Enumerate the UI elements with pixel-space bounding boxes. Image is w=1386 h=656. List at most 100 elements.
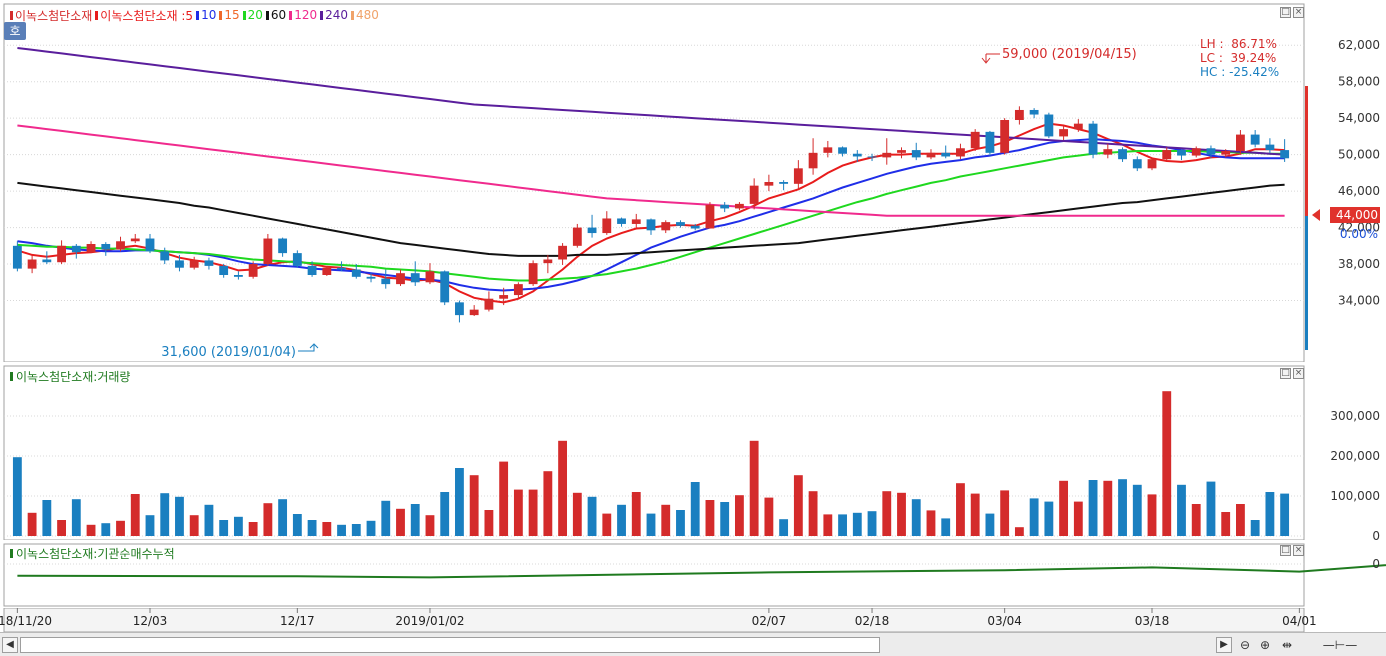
volume-bar[interactable] bbox=[572, 492, 582, 536]
candle-body[interactable] bbox=[130, 238, 140, 242]
candle-body[interactable] bbox=[425, 271, 435, 283]
candle-body[interactable] bbox=[779, 182, 789, 184]
candle-body[interactable] bbox=[42, 259, 52, 263]
candle-body[interactable] bbox=[278, 238, 288, 254]
candle-body[interactable] bbox=[1000, 120, 1010, 153]
candle-body[interactable] bbox=[543, 259, 553, 264]
volume-bar[interactable] bbox=[690, 482, 700, 536]
volume-bar[interactable] bbox=[1206, 481, 1216, 536]
candle-body[interactable] bbox=[838, 147, 847, 154]
candle-body[interactable] bbox=[484, 298, 494, 310]
candle-body[interactable] bbox=[867, 156, 877, 158]
volume-bar[interactable] bbox=[233, 516, 243, 536]
volume-bar[interactable] bbox=[410, 504, 420, 536]
candle-body[interactable] bbox=[1206, 148, 1216, 155]
volume-bar[interactable] bbox=[263, 503, 273, 536]
zoom-out-icon[interactable]: ⊖ bbox=[1239, 638, 1251, 652]
volume-bar[interactable] bbox=[852, 512, 862, 536]
candle-body[interactable] bbox=[1265, 144, 1275, 151]
candle-body[interactable] bbox=[410, 273, 420, 283]
volume-bar[interactable] bbox=[396, 508, 405, 536]
candle-body[interactable] bbox=[71, 245, 81, 253]
scroll-right-button[interactable]: ▶ bbox=[1216, 637, 1232, 653]
bar-spacing-icon[interactable]: ⇹ bbox=[1281, 638, 1293, 652]
volume-bar[interactable] bbox=[1088, 480, 1098, 536]
volume-bar[interactable] bbox=[1250, 520, 1260, 536]
volume-bar[interactable] bbox=[587, 496, 597, 536]
volume-bar[interactable] bbox=[793, 475, 803, 536]
volume-bar[interactable] bbox=[1221, 512, 1231, 536]
candle-body[interactable] bbox=[513, 284, 523, 296]
volume-bar[interactable] bbox=[455, 468, 464, 536]
candle-body[interactable] bbox=[572, 227, 582, 246]
candle-body[interactable] bbox=[1059, 129, 1069, 137]
volume-bar[interactable] bbox=[1059, 480, 1069, 536]
candle-body[interactable] bbox=[1250, 134, 1260, 145]
candle-body[interactable] bbox=[1088, 123, 1098, 155]
quote-badge[interactable]: 호 bbox=[4, 22, 26, 40]
volume-bar[interactable] bbox=[42, 500, 52, 536]
candle-body[interactable] bbox=[57, 245, 66, 263]
candle-body[interactable] bbox=[175, 260, 184, 268]
candle-body[interactable] bbox=[587, 227, 597, 234]
candle-body[interactable] bbox=[366, 276, 376, 279]
candle-body[interactable] bbox=[956, 148, 965, 157]
volume-bar[interactable] bbox=[322, 522, 332, 536]
volume-bar[interactable] bbox=[278, 499, 288, 536]
institution-pane-maximize-button[interactable]: □ bbox=[1280, 545, 1291, 556]
volume-bar[interactable] bbox=[337, 524, 346, 536]
candle-body[interactable] bbox=[455, 302, 464, 316]
volume-bar[interactable] bbox=[116, 520, 125, 536]
candle-body[interactable] bbox=[749, 185, 759, 204]
volume-bar[interactable] bbox=[661, 504, 671, 536]
volume-bar[interactable] bbox=[307, 520, 317, 536]
candle-body[interactable] bbox=[1044, 114, 1054, 137]
candle-body[interactable] bbox=[793, 168, 803, 184]
candlesticks[interactable] bbox=[12, 106, 1290, 323]
volume-bar[interactable] bbox=[204, 504, 214, 536]
candle-body[interactable] bbox=[322, 267, 332, 275]
volume-chart[interactable]: 300,000 200,000 100,000 0 bbox=[0, 364, 1386, 540]
volume-bar[interactable] bbox=[985, 513, 995, 536]
scroll-left-button[interactable]: ◀ bbox=[2, 637, 18, 653]
institution-chart[interactable]: 0 bbox=[0, 542, 1386, 608]
candle-body[interactable] bbox=[764, 182, 774, 186]
volume-bar[interactable] bbox=[897, 492, 906, 536]
institution-pane-close-button[interactable]: × bbox=[1293, 545, 1304, 556]
candle-body[interactable] bbox=[676, 222, 685, 226]
candle-body[interactable] bbox=[602, 218, 612, 234]
volume-bar[interactable] bbox=[366, 520, 376, 536]
volume-bar[interactable] bbox=[764, 497, 774, 536]
candle-body[interactable] bbox=[897, 150, 906, 153]
candle-body[interactable] bbox=[631, 219, 641, 224]
candle-body[interactable] bbox=[101, 244, 111, 250]
volume-bar[interactable] bbox=[1191, 504, 1201, 536]
candle-body[interactable] bbox=[116, 241, 125, 250]
candle-body[interactable] bbox=[1147, 159, 1157, 169]
price-pane-close-button[interactable]: × bbox=[1293, 7, 1304, 18]
candle-body[interactable] bbox=[145, 238, 155, 252]
candle-body[interactable] bbox=[926, 152, 936, 158]
candle-body[interactable] bbox=[852, 153, 862, 157]
volume-bar[interactable] bbox=[175, 496, 184, 536]
volume-bar[interactable] bbox=[558, 440, 568, 536]
candle-body[interactable] bbox=[233, 275, 243, 277]
candle-body[interactable] bbox=[219, 265, 229, 275]
candle-body[interactable] bbox=[646, 219, 656, 231]
volume-bar[interactable] bbox=[705, 500, 715, 536]
volume-bar[interactable] bbox=[1177, 484, 1186, 536]
scroll-thumb[interactable] bbox=[20, 637, 880, 653]
volume-bar[interactable] bbox=[617, 504, 626, 536]
volume-bar[interactable] bbox=[720, 502, 730, 536]
volume-bar[interactable] bbox=[1280, 493, 1290, 536]
volume-bar[interactable] bbox=[189, 515, 199, 536]
candle-body[interactable] bbox=[248, 264, 258, 277]
volume-bar[interactable] bbox=[1014, 527, 1024, 536]
volume-bar[interactable] bbox=[838, 514, 847, 536]
volume-bar[interactable] bbox=[57, 520, 66, 536]
volume-bar[interactable] bbox=[528, 489, 538, 536]
candle-body[interactable] bbox=[617, 218, 626, 224]
volume-bar[interactable] bbox=[646, 513, 656, 536]
candle-body[interactable] bbox=[941, 152, 951, 157]
candle-body[interactable] bbox=[381, 278, 391, 285]
